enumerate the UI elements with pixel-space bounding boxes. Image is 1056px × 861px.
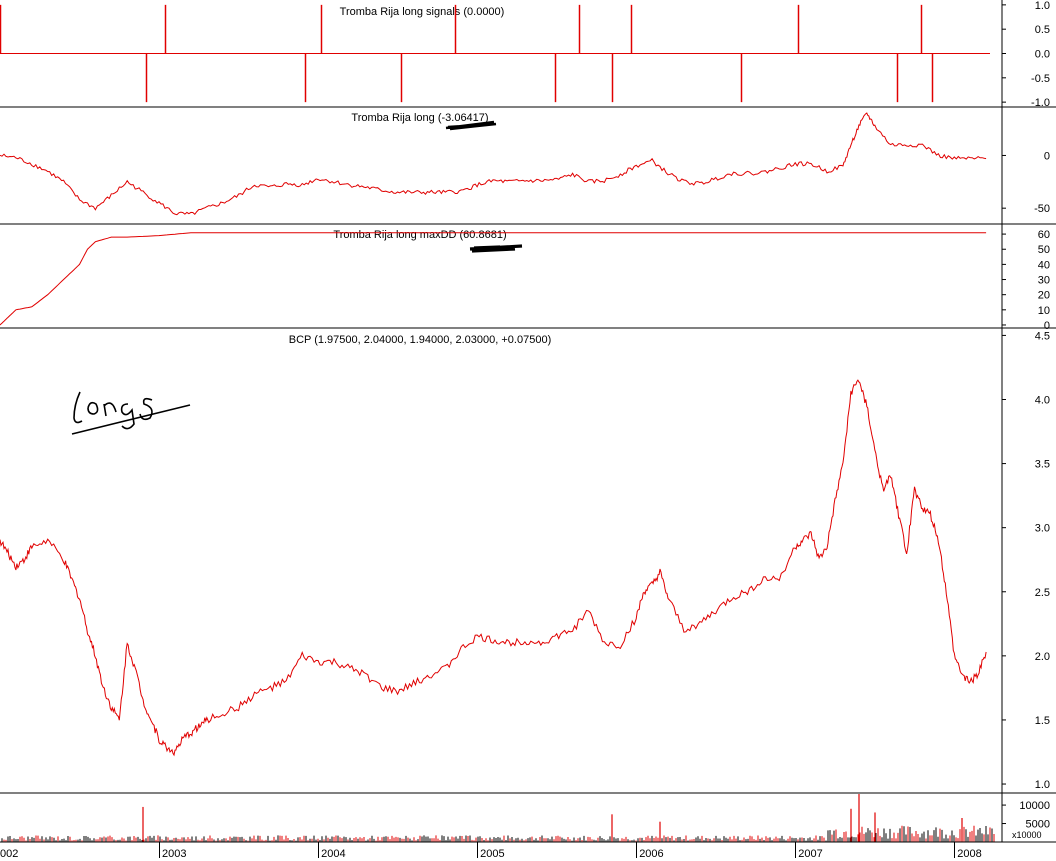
- y-tick-label: 40: [1038, 259, 1050, 271]
- panel4-title: BCP (1.97500, 2.04000, 1.94000, 2.03000,…: [289, 334, 552, 346]
- x-tick-label: 002: [0, 848, 18, 860]
- panel2-title: Tromba Rija long (-3.06417): [351, 112, 488, 124]
- panel1-title: Tromba Rija long signals (0.0000): [340, 6, 505, 18]
- x-tick-label: 2007: [798, 848, 822, 860]
- y-tick-label: 4.5: [1035, 330, 1050, 342]
- y-tick-label: 1.0: [1035, 0, 1050, 12]
- x-tick-label: 2003: [162, 848, 186, 860]
- y-tick-label: 10: [1038, 305, 1050, 317]
- y-tick-label: 0: [1044, 320, 1050, 332]
- y-tick-label: -50: [1034, 203, 1050, 215]
- x-tick-label: 2008: [957, 848, 981, 860]
- y-tick-label: 1.0: [1035, 779, 1050, 791]
- y-tick-label: -0.5: [1031, 73, 1050, 85]
- y-tick-label: 2.0: [1035, 651, 1050, 663]
- y-tick-label: 0: [1044, 150, 1050, 162]
- max-drawdown-line: [0, 232, 987, 326]
- y-tick-label: 3.5: [1035, 459, 1050, 471]
- x-tick-label: 2006: [639, 848, 663, 860]
- x-tick-label: 2005: [480, 848, 504, 860]
- y-tick-label: 4.0: [1035, 394, 1050, 406]
- y-tick-label: 1.5: [1035, 715, 1050, 727]
- y-tick-label: 0.5: [1035, 24, 1050, 36]
- panel3-title: Tromba Rija long maxDD (60.8681): [333, 229, 506, 241]
- y-tick-label: 2.5: [1035, 587, 1050, 599]
- y-tick-label: 20: [1038, 290, 1050, 302]
- volume-unit-label: x10000: [1012, 830, 1042, 840]
- y-tick-label: 30: [1038, 275, 1050, 287]
- y-tick-label: 0.0: [1035, 49, 1050, 61]
- y-tick-label: 3.0: [1035, 523, 1050, 535]
- scribble-marks: [445, 120, 523, 253]
- y-tick-label: -1.0: [1031, 97, 1050, 109]
- handwritten-annotation: [71, 391, 191, 435]
- y-tick-label: 50: [1038, 244, 1050, 256]
- y-tick-label: 5000: [1026, 819, 1050, 831]
- price-line: [0, 379, 987, 757]
- equity-curve-line: [0, 112, 987, 216]
- y-tick-label: 10000: [1019, 800, 1050, 812]
- x-tick-label: 2004: [321, 848, 345, 860]
- y-tick-label: 60: [1038, 229, 1050, 241]
